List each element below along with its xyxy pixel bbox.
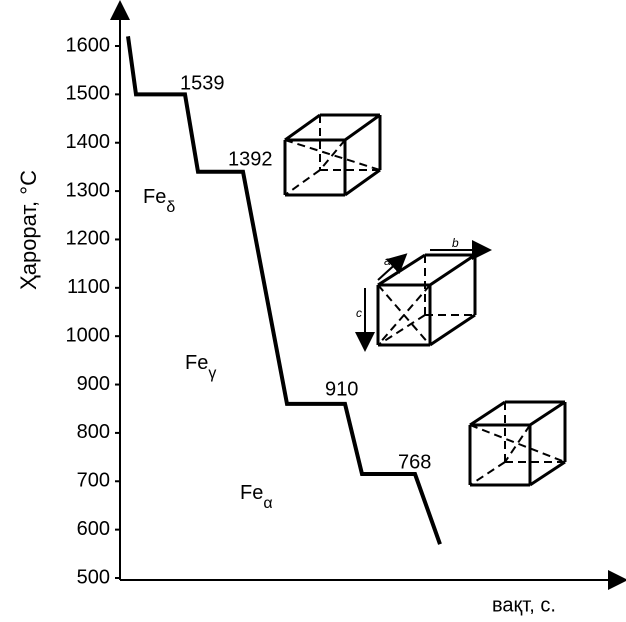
phase-sub: γ	[208, 365, 216, 382]
cube-label: a	[384, 254, 391, 268]
y-tick-label: 800	[77, 421, 110, 443]
x-axis-label: вақт, с.	[492, 594, 556, 616]
phase-label: Feγ	[185, 352, 216, 382]
y-tick-label: 1500	[66, 83, 111, 105]
phase-label: Feδ	[143, 186, 175, 216]
y-tick-label: 1100	[67, 276, 110, 298]
cooling-curve	[126, 36, 442, 545]
phase-name: Fe	[185, 352, 208, 374]
y-tick-label: 1400	[66, 131, 111, 153]
plateau-label: 910	[325, 378, 358, 400]
y-tick-label: 900	[77, 373, 110, 395]
y-axis-label: Ҳарорат, °C	[16, 170, 41, 290]
cube-bcc-top	[283, 113, 382, 197]
plateau-label: 1539	[180, 72, 225, 94]
y-tick-label: 500	[77, 566, 110, 588]
plateau-label: 1392	[228, 148, 273, 170]
plateau-label: 768	[398, 451, 431, 473]
y-tick-label: 1000	[66, 324, 111, 346]
cube-bcc-bottom	[468, 400, 567, 487]
phase-sub: α	[263, 495, 272, 512]
cube-fcc	[355, 240, 492, 352]
y-tick-label: 1200	[66, 228, 111, 250]
phase-sub: δ	[166, 199, 175, 216]
cube-label: c	[356, 306, 362, 320]
y-tick-label: 1300	[66, 179, 111, 201]
phase-name: Fe	[143, 186, 166, 208]
phase-name: Fe	[240, 482, 263, 504]
y-tick-label: 700	[77, 470, 110, 492]
y-tick-label: 600	[77, 518, 110, 540]
phase-label: Feα	[240, 482, 273, 512]
y-tick-label: 1600	[66, 34, 111, 56]
cube-label: b	[452, 236, 459, 250]
